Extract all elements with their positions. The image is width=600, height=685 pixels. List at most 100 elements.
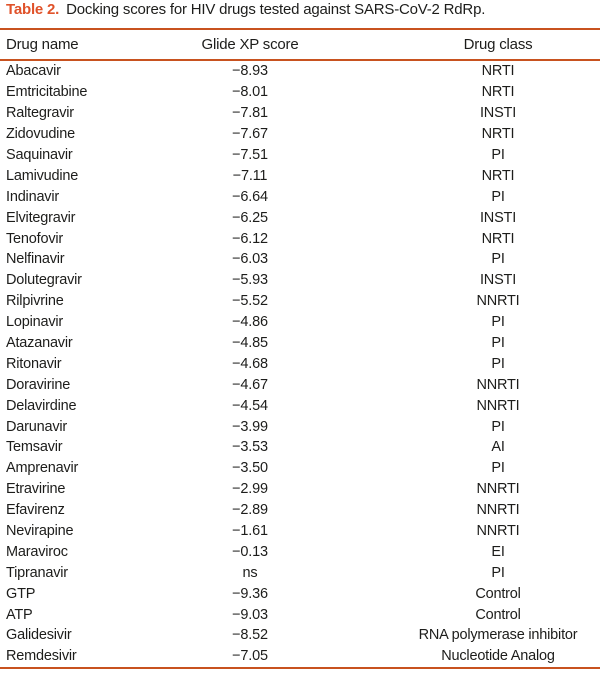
drug-name-cell: Remdesivir [6, 648, 77, 665]
table-row: Abacavir −8.93 NRTI [0, 61, 600, 82]
glide-xp-score-cell: −7.67 [232, 126, 268, 143]
drug-name-cell: Rilpivrine [6, 293, 64, 310]
drug-name-cell: Delavirdine [6, 397, 77, 414]
drug-class-cell: RNA polymerase inhibitor [418, 627, 578, 644]
table-caption: Table 2. Docking scores for HIV drugs tes… [0, 0, 600, 28]
drug-name-cell: Nevirapine [6, 523, 74, 540]
table-row: Zidovudine −7.67 NRTI [0, 124, 600, 145]
drug-name-cell: Indinavir [6, 188, 60, 205]
glide-xp-score-cell: −4.85 [232, 335, 268, 352]
table-row: Saquinavir −7.51 PI [0, 145, 600, 166]
glide-xp-score-cell: −9.36 [232, 585, 268, 602]
glide-xp-score-cell: −4.86 [232, 314, 268, 331]
drug-name-cell: GTP [6, 585, 36, 602]
glide-xp-score-cell: −0.13 [232, 543, 268, 560]
glide-xp-score-cell: −4.68 [232, 355, 268, 372]
drug-name-cell: ATP [6, 606, 33, 623]
table-row: Etravirine −2.99 NNRTI [0, 479, 600, 500]
table-row: Doravirine −4.67 NNRTI [0, 374, 600, 395]
table-row: Delavirdine −4.54 NNRTI [0, 395, 600, 416]
drug-name-cell: Temsavir [6, 439, 63, 456]
table-row: Lamivudine −7.11 NRTI [0, 165, 600, 186]
table-row: Raltegravir −7.81 INSTI [0, 103, 600, 124]
drug-class-cell: PI [491, 314, 505, 331]
drug-name-cell: Doravirine [6, 376, 71, 393]
drug-name-cell: Amprenavir [6, 460, 79, 477]
table-row: Tenofovir −6.12 NRTI [0, 228, 600, 249]
table-caption-text: Docking scores for HIV drugs tested agai… [66, 1, 486, 18]
table-row: Temsavir −3.53 AI [0, 437, 600, 458]
glide-xp-score-cell: −8.52 [232, 627, 268, 644]
drug-class-cell: NNRTI [476, 502, 520, 519]
drug-class-cell: PI [491, 188, 505, 205]
column-header-glide-xp-score: Glide XP score [201, 36, 299, 53]
table-row: Atazanavir −4.85 PI [0, 333, 600, 354]
table-row: Lopinavir −4.86 PI [0, 312, 600, 333]
drug-class-cell: PI [491, 147, 505, 163]
drug-name-cell: Lopinavir [6, 314, 64, 331]
drug-class-cell: NNRTI [476, 376, 520, 393]
table-row: Maraviroc −0.13 EI [0, 541, 600, 562]
drug-class-cell: Control [475, 585, 521, 602]
table-row: Elvitegravir −6.25 INSTI [0, 207, 600, 228]
drug-class-cell: NRTI [481, 63, 515, 80]
table-row: Darunavir −3.99 PI [0, 416, 600, 437]
drug-name-cell: Lamivudine [6, 167, 79, 184]
glide-xp-score-cell: −3.53 [232, 439, 268, 456]
drug-name-cell: Tenofovir [6, 230, 64, 247]
column-header-drug-class: Drug class [463, 36, 533, 53]
drug-name-cell: Abacavir [6, 63, 61, 80]
table-row: Ritonavir −4.68 PI [0, 353, 600, 374]
glide-xp-score-cell: −5.93 [232, 272, 268, 289]
glide-xp-score-cell: ns [242, 564, 258, 581]
table-header-row: Drug name Glide XP score Drug class [0, 30, 600, 59]
drug-class-cell: NNRTI [476, 481, 520, 498]
drug-class-cell: PI [491, 418, 505, 435]
drug-name-cell: Emtricitabine [6, 84, 88, 101]
drug-name-cell: Darunavir [6, 418, 68, 435]
glide-xp-score-cell: −7.81 [232, 105, 268, 122]
glide-xp-score-cell: −6.25 [232, 209, 268, 226]
glide-xp-score-cell: −6.64 [232, 188, 268, 205]
glide-xp-score-cell: −2.89 [232, 502, 268, 519]
glide-xp-score-cell: −7.05 [232, 648, 268, 665]
rule-below-caption [0, 28, 600, 30]
table-row: ATP −9.03 Control [0, 604, 600, 625]
table-row: Emtricitabine −8.01 NRTI [0, 82, 600, 103]
drug-name-cell: Zidovudine [6, 126, 75, 143]
drug-name-cell: Saquinavir [6, 147, 73, 163]
drug-class-cell: INSTI [479, 105, 517, 122]
drug-class-cell: NNRTI [476, 523, 520, 540]
column-header-drug-name: Drug name [6, 36, 79, 53]
table-row: Nevirapine −1.61 NNRTI [0, 521, 600, 542]
glide-xp-score-cell: −8.01 [232, 84, 268, 101]
glide-xp-score-cell: −4.67 [232, 376, 268, 393]
drug-class-cell: PI [491, 335, 505, 352]
glide-xp-score-cell: −9.03 [232, 606, 268, 623]
drug-class-cell: NNRTI [476, 397, 520, 414]
drug-name-cell: Efavirenz [6, 502, 65, 519]
glide-xp-score-cell: −2.99 [232, 481, 268, 498]
drug-class-cell: NRTI [481, 230, 515, 247]
rule-bottom [0, 666, 600, 670]
drug-name-cell: Maraviroc [6, 543, 68, 560]
table-row: Tipranavir ns PI [0, 562, 600, 583]
glide-xp-score-cell: −6.03 [232, 251, 268, 268]
drug-class-cell: EI [491, 543, 505, 560]
table-body: Abacavir −8.93 NRTI Emtricitabine −8.01 NRTI R… [0, 61, 600, 667]
drug-name-cell: Nelfinavir [6, 251, 65, 268]
rule-below-header [0, 59, 600, 61]
drug-class-cell: Control [475, 606, 521, 623]
drug-name-cell: Raltegravir [6, 105, 74, 122]
drug-name-cell: Atazanavir [6, 335, 73, 352]
drug-class-cell: NRTI [481, 84, 515, 101]
drug-name-cell: Ritonavir [6, 355, 62, 372]
glide-xp-score-cell: −8.93 [232, 63, 268, 80]
glide-xp-score-cell: −4.54 [232, 397, 268, 414]
glide-xp-score-cell: −6.12 [232, 230, 268, 247]
drug-name-cell: Tipranavir [6, 564, 68, 581]
table-row: Rilpivrine −5.52 NNRTI [0, 291, 600, 312]
table-row: Amprenavir −3.50 PI [0, 458, 600, 479]
table-row: Efavirenz −2.89 NNRTI [0, 500, 600, 521]
